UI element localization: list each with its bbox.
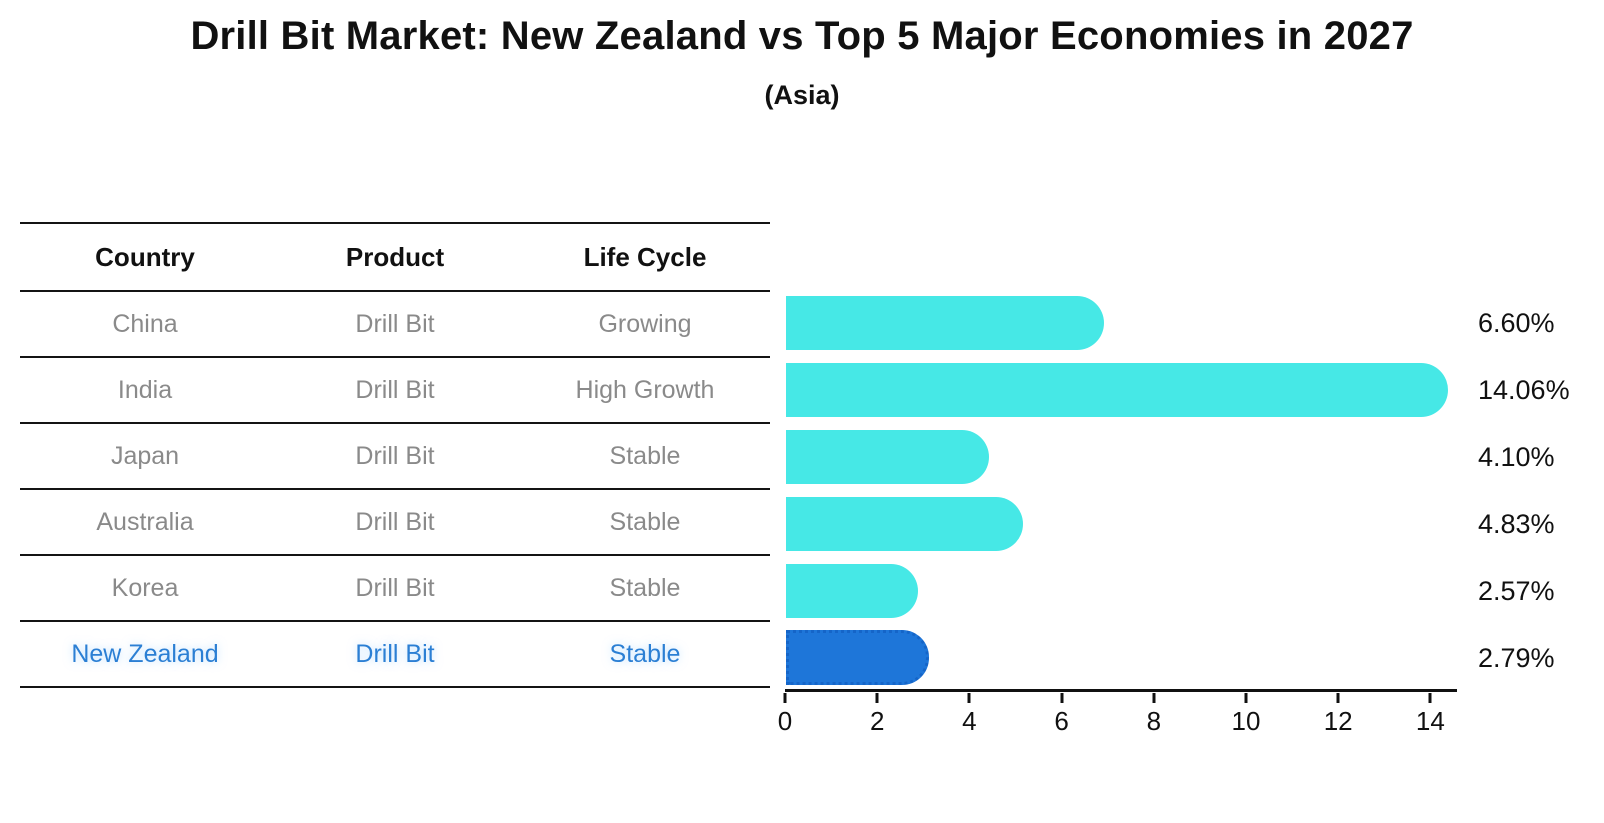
x-axis-tick — [1152, 693, 1156, 703]
table-body: China Drill Bit Growing India Drill Bit … — [20, 290, 770, 686]
data-table: Country Product Life Cycle China Drill B… — [20, 222, 770, 688]
table-header-lifecycle: Life Cycle — [583, 241, 707, 272]
table-cell-product: Drill Bit — [355, 441, 435, 470]
table-cell-product: Drill Bit — [355, 309, 435, 338]
table-cell-lifecycle: Stable — [609, 639, 681, 668]
bar-value-label: 2.79% — [1478, 643, 1555, 673]
x-axis-tick-label: 2 — [869, 706, 885, 736]
chart-title: Drill Bit Market: New Zealand vs Top 5 M… — [190, 14, 1414, 58]
bar-row: 6.60% — [785, 290, 1555, 357]
x-axis-tick-label: 14 — [1415, 706, 1445, 736]
bar-value-label: 2.57% — [1478, 576, 1555, 606]
x-axis-tick — [783, 693, 787, 703]
table-cell-country: China — [112, 309, 178, 338]
table-row: Korea Drill Bit Stable — [20, 554, 770, 620]
bar-row: 2.79% — [785, 625, 1555, 692]
table-cell-product: Drill Bit — [355, 639, 435, 668]
table-row: Japan Drill Bit Stable — [20, 422, 770, 488]
bar-value-label: 4.83% — [1478, 509, 1555, 539]
x-axis-tick-label: 12 — [1323, 706, 1353, 736]
table-cell-country: India — [117, 375, 173, 404]
x-axis-tick-label: 10 — [1231, 706, 1261, 736]
table-cell-country: Australia — [96, 507, 194, 536]
bar — [786, 296, 1104, 350]
bar-row: 4.83% — [785, 491, 1555, 558]
table-cell-lifecycle: Stable — [609, 507, 681, 536]
bar — [786, 630, 929, 685]
bar — [786, 430, 989, 484]
table-bottom-line — [20, 686, 770, 688]
table-cell-country: Korea — [111, 573, 179, 602]
table-header-row: Country Product Life Cycle — [20, 222, 770, 290]
bar-chart: 6.60% 14.06% 4.10% 4.83% 2.57% 2.79% 0 2 4… — [778, 290, 1570, 736]
bar-value-label: 14.06% — [1478, 375, 1570, 405]
x-axis-tick — [1428, 693, 1432, 703]
x-axis-tick — [875, 693, 879, 703]
table-cell-country: Japan — [110, 441, 180, 470]
table-cell-lifecycle: Growing — [598, 309, 692, 338]
table-header-product: Product — [345, 241, 445, 272]
table-row: New Zealand Drill Bit Stable — [20, 620, 770, 686]
table-row: Australia Drill Bit Stable — [20, 488, 770, 554]
bar — [786, 363, 1448, 417]
x-axis-tick — [1244, 693, 1248, 703]
bar-row: 2.57% — [785, 558, 1555, 625]
table-cell-country: New Zealand — [71, 639, 219, 668]
x-axis-tick — [1336, 693, 1340, 703]
table-cell-product: Drill Bit — [355, 507, 435, 536]
table-cell-lifecycle: Stable — [609, 441, 681, 470]
bar-row: 14.06% — [785, 357, 1570, 424]
table-header-country: Country — [95, 241, 195, 272]
bar-value-label: 4.10% — [1478, 442, 1555, 472]
x-axis-tick-label: 6 — [1054, 706, 1069, 736]
bar — [786, 564, 918, 618]
table-cell-product: Drill Bit — [355, 375, 435, 404]
table-row: India Drill Bit High Growth — [20, 356, 770, 422]
table-cell-product: Drill Bit — [355, 573, 435, 602]
table-row: China Drill Bit Growing — [20, 290, 770, 356]
bar — [786, 497, 1023, 551]
x-axis-tick-label: 8 — [1146, 706, 1162, 736]
table-cell-lifecycle: High Growth — [575, 375, 715, 404]
chart-subtitle: (Asia) — [764, 80, 840, 110]
bar-value-label: 6.60% — [1478, 308, 1555, 338]
bar-row: 4.10% — [785, 424, 1555, 491]
x-axis-tick-label: 0 — [777, 706, 793, 736]
table-cell-lifecycle: Stable — [609, 573, 681, 602]
x-axis-tick — [967, 693, 971, 703]
x-axis-tick — [1060, 693, 1064, 703]
x-axis-tick-label: 4 — [962, 706, 977, 736]
